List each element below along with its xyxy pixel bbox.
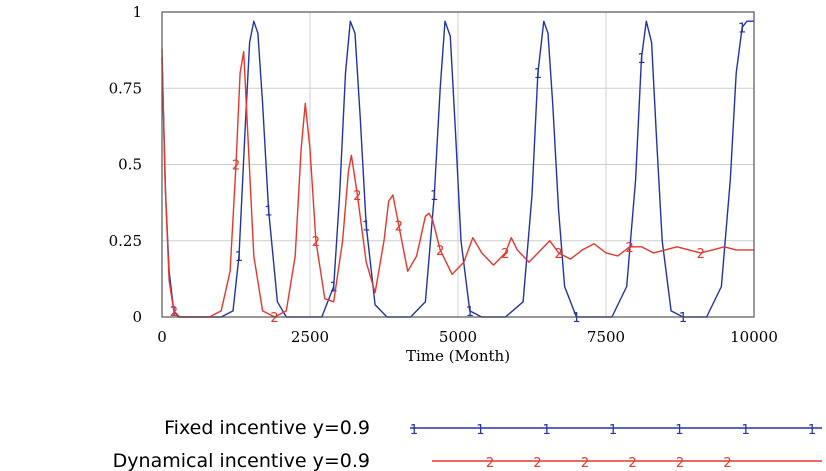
series-marker-2: 2 [232,159,240,174]
legend: Fixed incentive y=0.9 1 1 1 1 1 1 1 Dynamical in… [113,417,822,471]
series-marker-1: 1 [466,305,474,320]
series-marker-2: 2 [270,311,278,326]
x-tick-label: 5000 [439,328,477,346]
legend-marker-1: 1 [410,423,418,438]
y-tick-label: 0.5 [118,156,142,174]
legend-marker-1: 1 [742,423,750,438]
series-marker-1: 1 [679,311,687,326]
series-marker-2: 2 [554,247,562,262]
y-tick-label: 1 [132,3,142,21]
y-axis-ticks: 0 0.25 0.5 0.75 1 [109,3,142,326]
series-marker-1: 1 [430,189,438,204]
series-marker-2: 2 [312,235,320,250]
grid-lines [162,12,754,317]
legend-marker-2: 2 [486,456,494,471]
legend-label-1: Fixed incentive y=0.9 [164,417,370,439]
legend-marker-2: 2 [533,456,541,471]
y-tick-label: 0 [132,308,142,326]
series-marker-2: 2 [436,244,444,259]
legend-marker-2: 2 [676,456,684,471]
series-marker-2: 2 [626,241,634,256]
legend-marker-1: 1 [476,423,484,438]
legend-marker-1: 1 [675,423,683,438]
series-line-2 [161,48,754,318]
legend-marker-1: 1 [543,423,551,438]
series-marker-1: 1 [362,220,370,235]
legend-label-2: Dynamical incentive y=0.9 [113,450,370,471]
series-marker-1: 1 [534,67,542,82]
series-marker-2: 2 [170,305,178,320]
legend-marker-2: 2 [581,456,589,471]
series-marker-1: 1 [235,250,243,265]
plot-area-frame [161,11,755,318]
series-marker-1: 1 [264,204,272,219]
series-marker-1: 1 [572,311,580,326]
series-marker-1: 1 [170,305,178,320]
x-tick-label: 10000 [730,328,778,346]
x-tick-label: 2500 [291,328,329,346]
x-tick-label: 0 [157,328,167,346]
y-tick-label: 0.75 [109,79,142,97]
legend-marker-2: 2 [628,456,636,471]
legend-marker-1: 1 [609,423,617,438]
x-axis-label: Time (Month) [406,347,510,365]
series-marker-2: 2 [501,247,509,262]
x-axis-ticks: 0 2500 5000 7500 10000 [157,328,778,346]
legend-marker-1: 1 [808,423,816,438]
series-marker-1: 1 [637,52,645,67]
legend-marker-2: 2 [723,456,731,471]
series-marker-2: 2 [353,189,361,204]
series-marker-1: 1 [738,21,746,36]
y-tick-label: 0.25 [109,232,142,250]
series-marker-2: 2 [697,247,705,262]
x-tick-label: 7500 [587,328,625,346]
series-line-1 [161,20,754,318]
series-marker-2: 2 [395,220,403,235]
series-marker-1: 1 [330,281,338,296]
